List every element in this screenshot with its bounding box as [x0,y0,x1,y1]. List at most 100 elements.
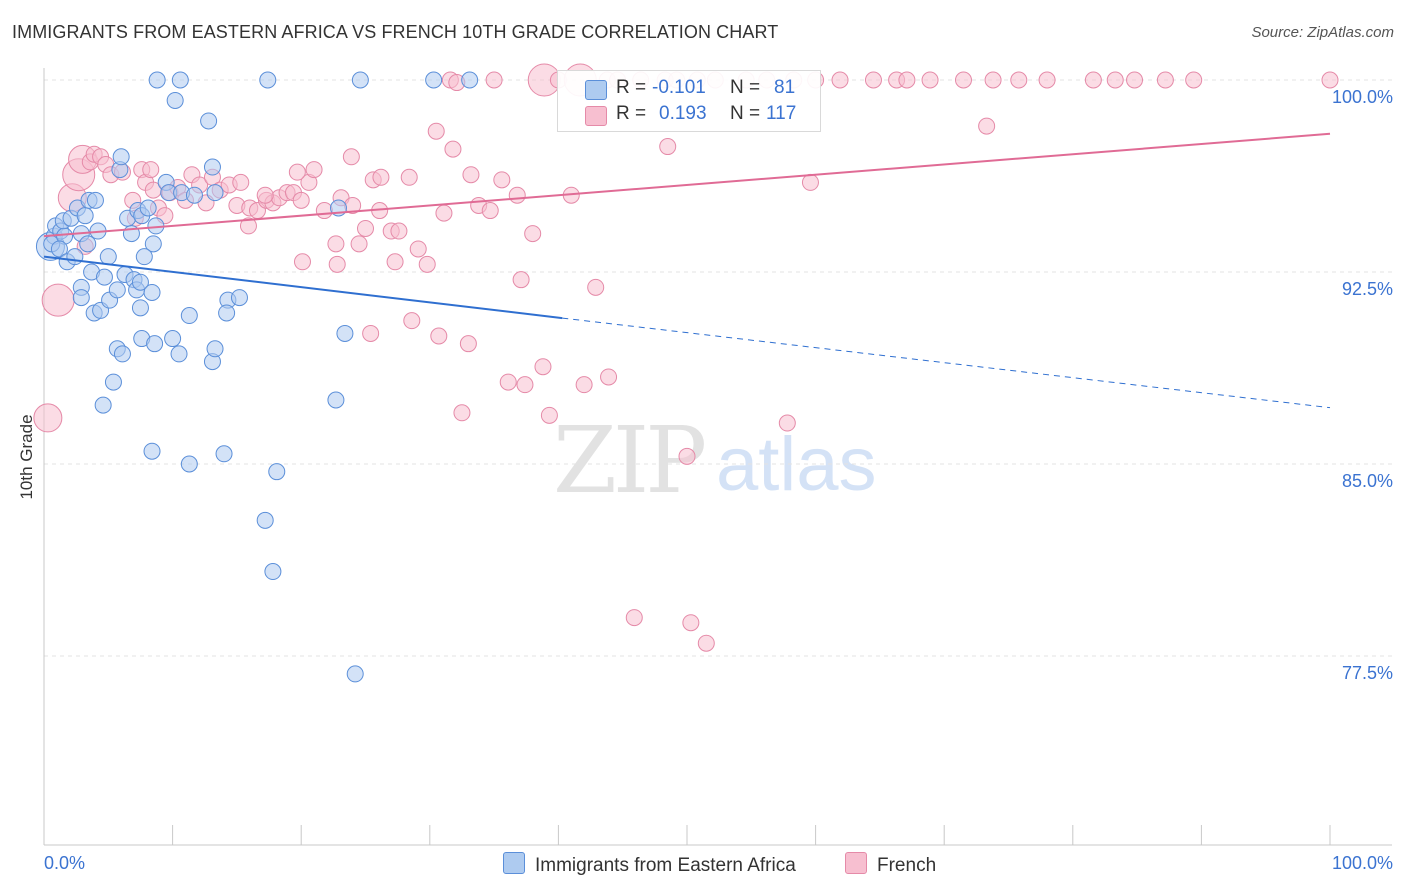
eastern-africa-point [218,304,236,322]
eastern-africa-point [50,240,68,258]
french-point [516,376,534,394]
eastern-africa-point [461,71,479,89]
french-point [292,191,310,209]
eastern-africa-point [99,248,117,266]
french-point [409,240,427,258]
french-point [801,173,819,191]
french-point [1010,71,1028,89]
eastern-africa-point [143,442,161,460]
french-point [453,404,471,422]
eastern-africa-point [346,665,364,683]
french-point [390,222,408,240]
french-point [898,71,916,89]
french-point [524,225,542,243]
stats-legend: R = -0.101 N = 81 R = 0.193 N = 117 [557,70,821,132]
french-point [33,403,63,433]
french-point [697,634,715,652]
french-point [315,202,333,220]
eastern-africa-point [259,71,277,89]
eastern-africa-point [425,71,443,89]
french-point [864,71,882,89]
french-point [678,447,696,465]
french-point [232,173,250,191]
eastern-africa-point [327,391,345,409]
french-point [485,71,503,89]
eastern-africa-point [351,71,369,89]
eastern-africa-point [131,273,149,291]
source-credit: Source: ZipAtlas.com [1251,24,1394,41]
y-tick-label: 100.0% [1332,87,1393,107]
french-point [1106,71,1124,89]
eastern-africa-point [112,148,130,166]
blue-swatch [585,80,607,100]
eastern-africa-point [206,340,224,358]
eastern-africa-point [170,345,188,363]
french-point [512,271,530,289]
x-tick-label: 100.0% [1332,853,1393,873]
french-point [362,324,380,342]
pink-swatch [845,852,867,874]
eastern-africa-point [264,563,282,581]
french-point [342,148,360,166]
eastern-africa-point [268,463,286,481]
french-point [481,202,499,220]
eastern-africa-point [104,373,122,391]
french-point [288,163,306,181]
eastern-africa-point [256,511,274,529]
legend-item-french: French [845,852,936,877]
eastern-africa-point [230,289,248,307]
french-point [978,117,996,135]
blue-swatch [503,852,525,874]
french-point [357,219,374,237]
eastern-africa-point [131,299,149,317]
eastern-africa-point [144,235,162,253]
r-value: 0.193 [659,103,707,124]
eastern-africa-point [86,191,104,209]
french-point [778,414,796,432]
french-point [400,168,418,186]
french-point [305,161,323,179]
eastern-africa-point [113,345,131,363]
eastern-africa-point [146,335,164,353]
n-label: N = [730,77,761,98]
french-point [499,373,517,391]
french-point [954,71,972,89]
french-point [444,140,462,158]
french-point [430,327,448,345]
french-point [984,71,1002,89]
eastern-africa-point [171,71,189,89]
french-point [418,255,436,273]
french-point [1084,71,1102,89]
french-trendline [43,132,1331,238]
french-point [540,406,558,424]
eastern-africa-point [336,324,354,342]
eastern-africa-point [72,289,90,307]
french-point [659,138,677,156]
eastern-africa-point [180,307,198,325]
n-value: 117 [766,103,797,124]
french-point [600,368,618,386]
eastern-africa-point [200,112,218,130]
french-point [459,335,477,353]
french-point [256,186,274,204]
y-tick-label: 77.5% [1342,663,1393,683]
eastern-africa-point [164,330,182,348]
legend-label: French [877,855,937,876]
pink-swatch [585,106,607,126]
eastern-africa-point [185,186,203,204]
french-point [1126,71,1144,89]
eastern-africa-trendline [43,255,563,320]
eastern-africa-point [143,283,161,301]
eastern-africa-point [79,235,97,253]
french-point [1321,71,1339,89]
french-point [831,71,849,89]
n-label: N = [730,103,761,124]
y-tick-label: 85.0% [1342,471,1393,491]
eastern-africa-point [148,71,166,89]
legend-item-eastern-africa: Immigrants from Eastern Africa [503,852,796,877]
eastern-africa-point [166,91,184,109]
eastern-africa-point [94,396,112,414]
french-point [293,253,311,271]
french-point [403,312,421,330]
